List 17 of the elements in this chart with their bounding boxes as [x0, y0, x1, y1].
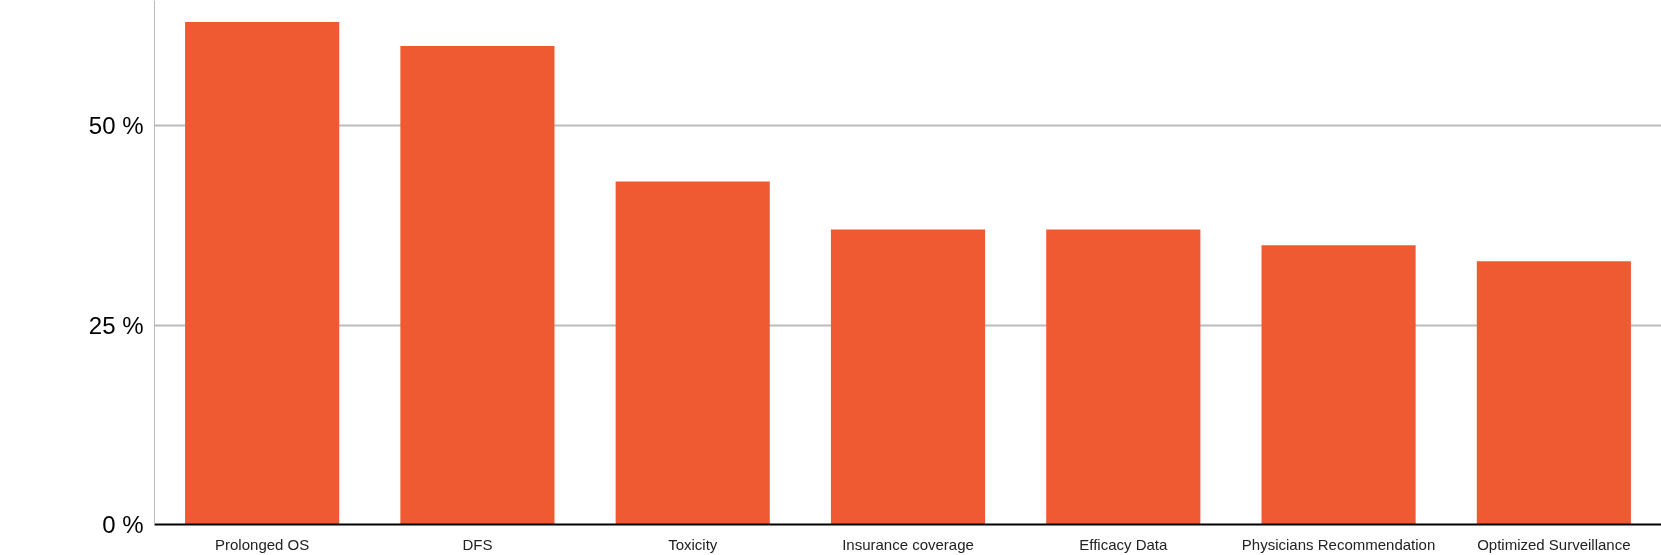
- x-tick-label: Efficacy Data: [1079, 535, 1168, 553]
- bar: [1046, 229, 1201, 525]
- bar: [615, 181, 770, 525]
- x-tick-label: Insurance coverage: [842, 535, 974, 553]
- bar: [1476, 261, 1631, 525]
- x-tick-label: DFS: [462, 535, 493, 553]
- y-tick-label: 50 %: [88, 112, 144, 140]
- bar: [185, 22, 340, 525]
- x-tick-label: Prolonged OS: [215, 535, 310, 553]
- y-tick-label: 25 %: [88, 311, 144, 339]
- x-tick-label: Toxicity: [668, 535, 718, 553]
- bar: [400, 45, 555, 525]
- bar: [1261, 245, 1416, 525]
- x-tick-label: Physicians Recommendation: [1241, 535, 1436, 553]
- y-tick-label: 0 %: [102, 511, 144, 538]
- bar: [830, 229, 986, 525]
- x-tick-label: Optimized Surveillance: [1477, 535, 1631, 553]
